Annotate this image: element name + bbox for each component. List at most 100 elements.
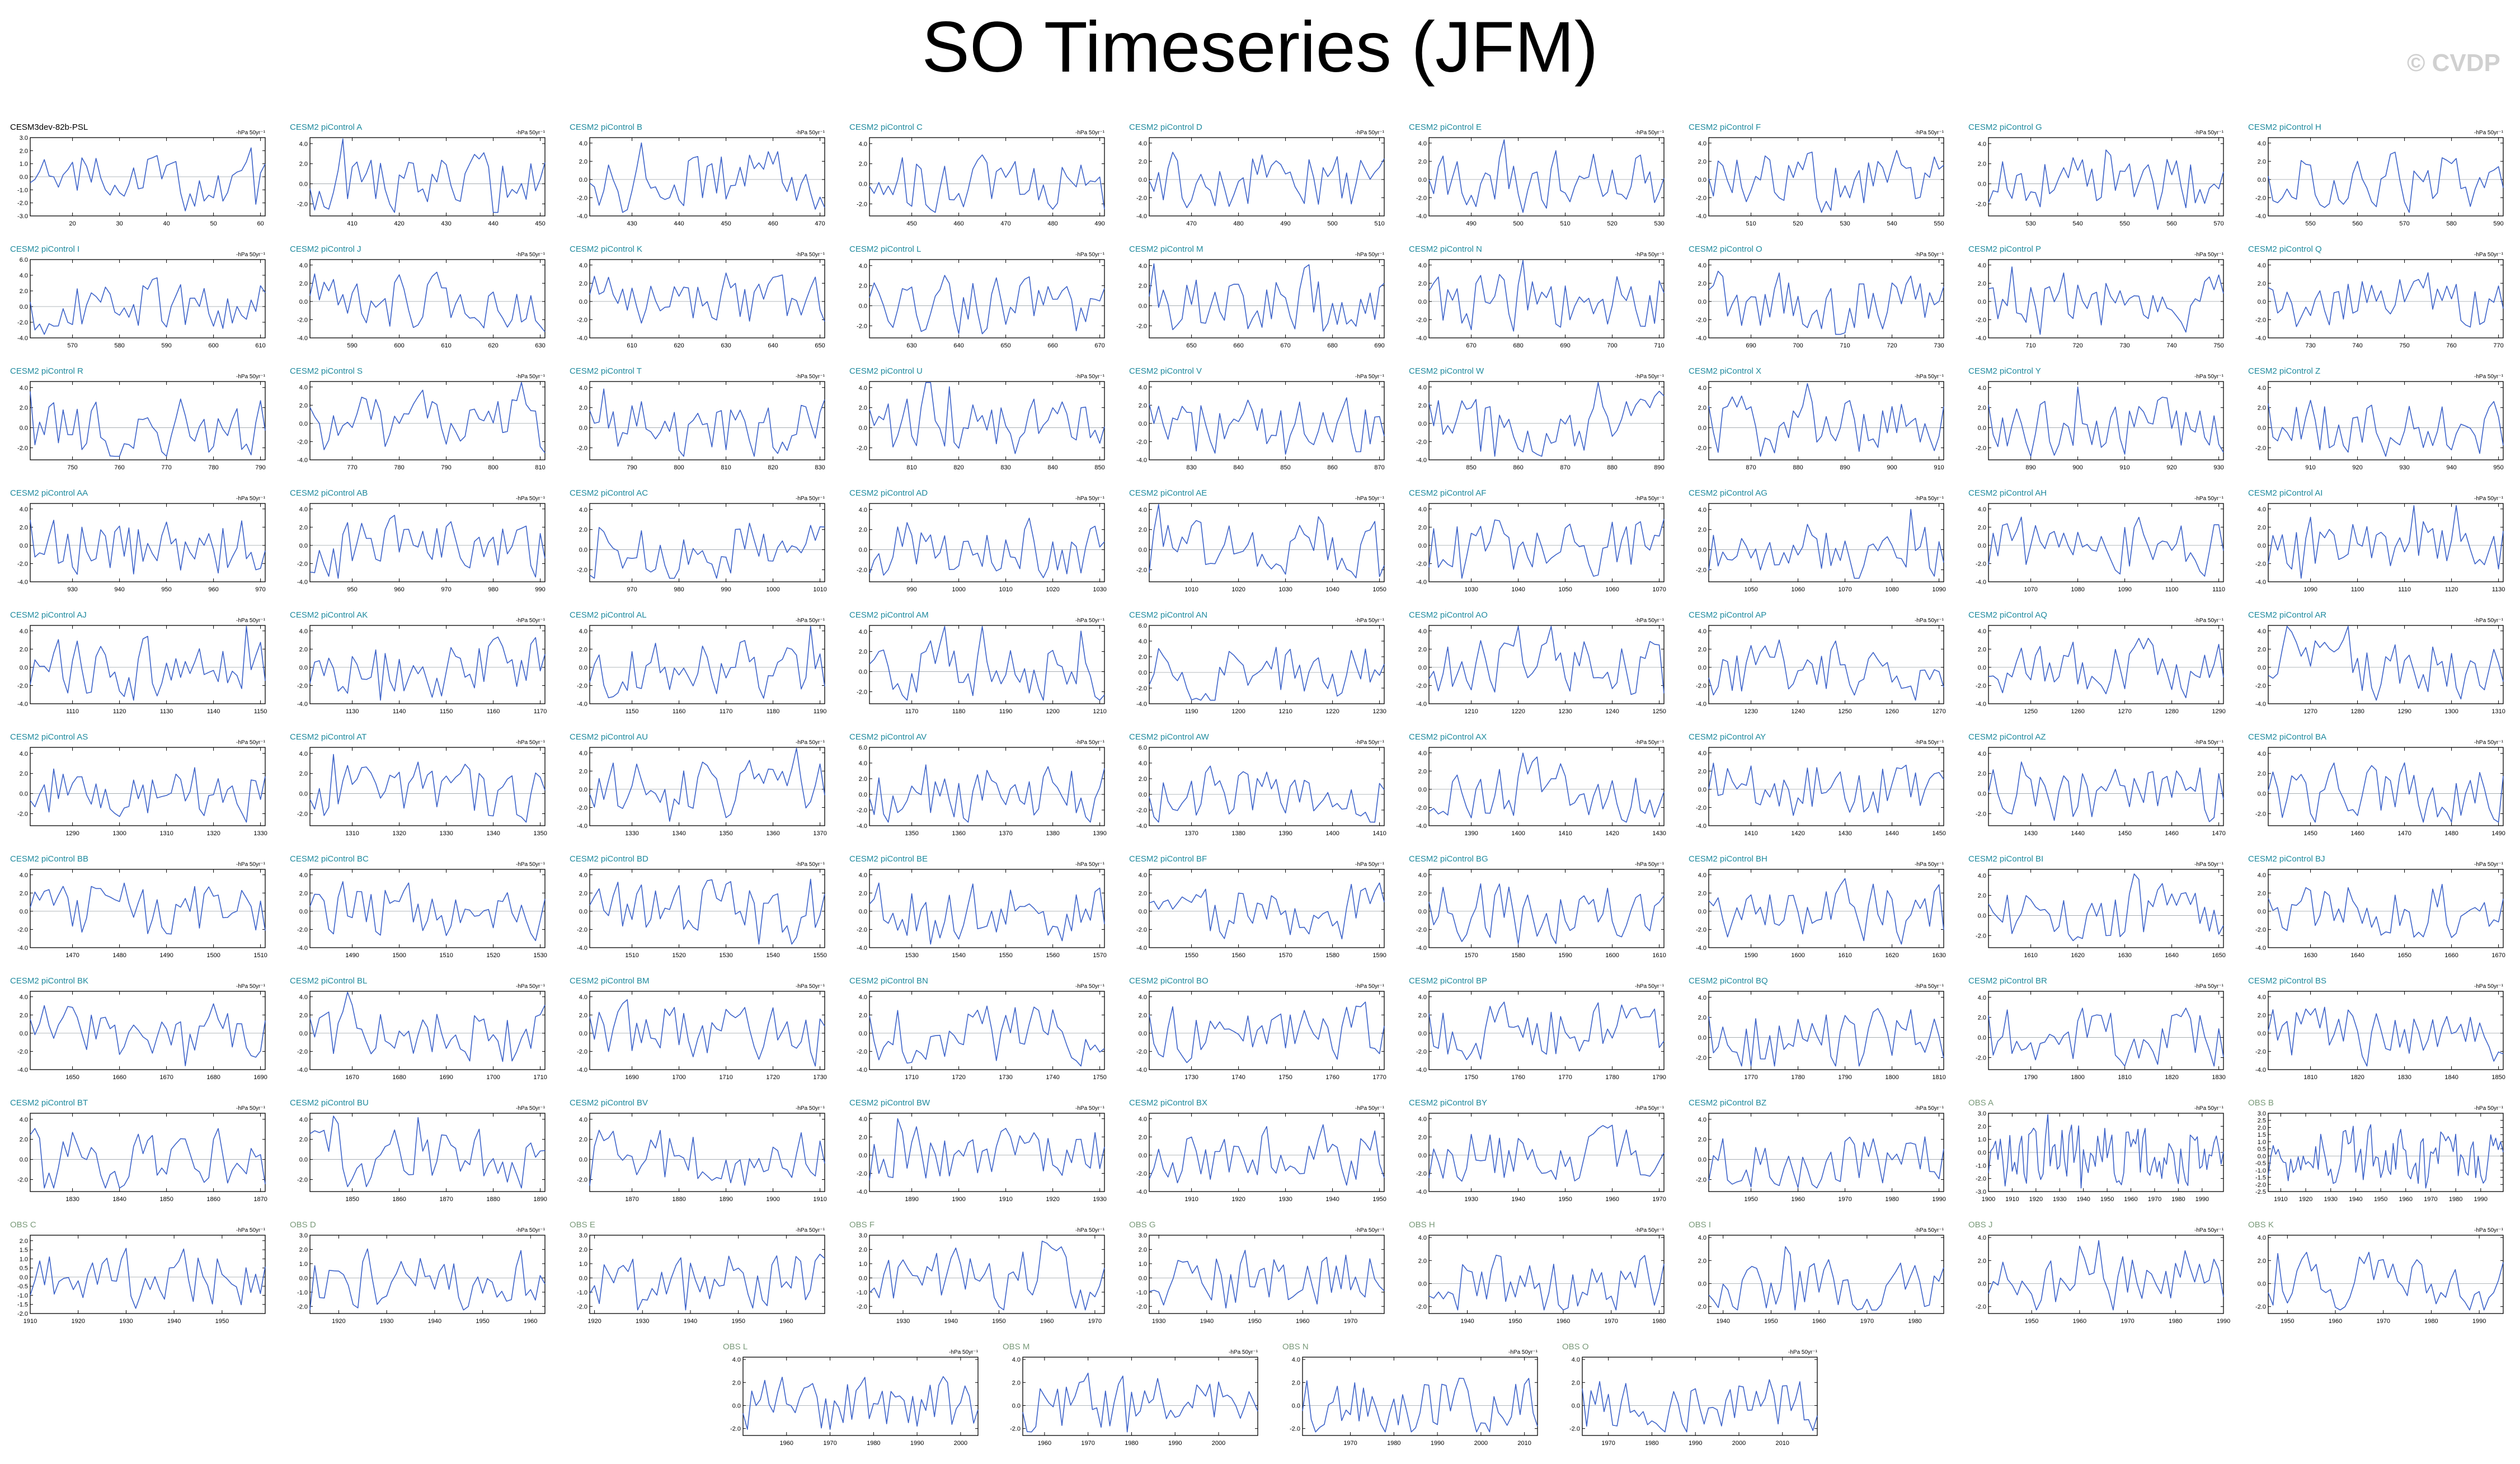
x-tick-label: 1960 xyxy=(1605,1196,1619,1203)
units-label: -hPa 50yr⁻¹ xyxy=(516,1105,546,1112)
y-tick-label: 2.0 xyxy=(1139,1246,1147,1253)
panel-label: CESM2 piControl AW xyxy=(1129,732,1210,742)
panel-label: CESM2 piControl AX xyxy=(1409,732,1487,742)
y-tick-label: 4.0 xyxy=(1418,1116,1427,1123)
series-line xyxy=(1708,762,1944,816)
x-tick-label: 1990 xyxy=(2472,1318,2486,1325)
x-tick-label: 1010 xyxy=(1184,586,1198,593)
x-tick-label: 1230 xyxy=(1744,708,1757,715)
y-tick-label: -4.0 xyxy=(2255,335,2266,342)
plot-frame xyxy=(30,747,266,826)
x-tick-label: 1940 xyxy=(1716,1318,1729,1325)
panel-label: CESM2 piControl Z xyxy=(2248,366,2320,376)
units-label: -hPa 50yr⁻¹ xyxy=(1355,130,1385,136)
timeseries-panel: OBS I -hPa 50yr⁻¹ -2.0 0.0 2.0 4.0 1940 1950 196… xyxy=(1689,1220,1944,1325)
x-tick-label: 770 xyxy=(161,464,171,471)
x-tick-label: 600 xyxy=(208,342,218,349)
plot-frame xyxy=(1988,503,2224,582)
y-tick-label: 4.0 xyxy=(859,507,867,514)
x-tick-label: 1580 xyxy=(1325,952,1339,959)
x-tick-label: 1770 xyxy=(1744,1074,1757,1081)
x-tick-label: 550 xyxy=(2305,220,2315,227)
x-tick-label: 1950 xyxy=(1248,1318,1261,1325)
x-tick-label: 1600 xyxy=(1791,952,1804,959)
x-tick-label: 1300 xyxy=(2444,708,2458,715)
x-tick-label: 1290 xyxy=(2212,708,2225,715)
timeseries-panel: OBS F -hPa 50yr⁻¹ -2.0 -1.0 0.0 1.0 2.0 3.0 1930… xyxy=(849,1220,1105,1325)
panel-label: CESM2 piControl AC xyxy=(570,488,648,498)
x-tick-label: 660 xyxy=(1047,342,1057,349)
x-tick-label: 1190 xyxy=(999,708,1013,715)
panel-label: CESM2 piControl AI xyxy=(2248,488,2322,498)
x-tick-label: 1950 xyxy=(731,1318,745,1325)
y-tick-label: -4.0 xyxy=(1136,823,1147,830)
panel-label: CESM2 piControl AO xyxy=(1409,610,1488,620)
x-tick-label: 1900 xyxy=(1982,1196,1995,1203)
y-tick-label: 2.0 xyxy=(1139,654,1147,661)
series-line xyxy=(309,1115,546,1189)
y-tick-label: 0.0 xyxy=(1698,908,1706,915)
x-tick-label: 1470 xyxy=(65,952,79,959)
y-tick-label: 4.0 xyxy=(579,140,587,147)
x-tick-label: 850 xyxy=(1280,464,1290,471)
timeseries-panel: CESM2 piControl BM -hPa 50yr⁻¹ -4.0 -2.0 0.0… xyxy=(570,976,827,1081)
y-tick-label: 2.0 xyxy=(1698,405,1706,412)
plot-frame xyxy=(30,991,266,1070)
x-tick-label: 580 xyxy=(114,342,124,349)
plot-frame xyxy=(1428,1113,1665,1192)
y-tick-label: 0.0 xyxy=(1978,425,1986,432)
y-tick-label: 2.0 xyxy=(299,524,308,531)
x-tick-label: 1360 xyxy=(952,830,965,837)
plot-frame xyxy=(1149,503,1385,582)
units-label: -hPa 50yr⁻¹ xyxy=(1075,862,1105,868)
y-tick-label: 2.0 xyxy=(579,158,587,165)
plot-frame xyxy=(1428,381,1665,460)
y-tick-label: -2.0 xyxy=(17,1048,28,1055)
x-tick-label: 1110 xyxy=(2398,586,2411,593)
panel-label: CESM2 piControl BR xyxy=(1968,976,2047,986)
y-tick-label: 2.0 xyxy=(1139,283,1147,290)
timeseries-panel: CESM2 piControl BF -hPa 50yr⁻¹ -4.0 -2.0 0.0… xyxy=(1129,854,1386,959)
units-label: -hPa 50yr⁻¹ xyxy=(2474,740,2504,746)
x-tick-label: 610 xyxy=(441,342,451,349)
y-tick-label: 0.0 xyxy=(579,1157,587,1164)
panel-label: OBS A xyxy=(1968,1098,1994,1108)
panel-label: CESM2 piControl AM xyxy=(849,610,929,620)
units-label: -hPa 50yr⁻¹ xyxy=(516,618,546,624)
y-tick-label: -2.0 xyxy=(1416,1170,1427,1177)
x-tick-label: 1910 xyxy=(1184,1196,1198,1203)
x-tick-label: 1740 xyxy=(1046,1074,1059,1081)
y-tick-label: -4.0 xyxy=(1696,213,1706,220)
x-tick-label: 550 xyxy=(2119,220,2129,227)
y-tick-label: 2.0 xyxy=(579,280,587,287)
timeseries-panel: OBS J -hPa 50yr⁻¹ -2.0 0.0 2.0 4.0 1950 1960 197… xyxy=(1968,1220,2230,1325)
x-tick-label: 1210 xyxy=(1464,708,1478,715)
y-tick-label: 0.0 xyxy=(299,791,308,798)
y-tick-label: -2.0 xyxy=(1976,445,1986,451)
x-tick-label: 700 xyxy=(1793,342,1803,349)
plot-frame xyxy=(309,503,546,582)
y-tick-label: 4.0 xyxy=(1139,263,1147,270)
x-tick-label: 990 xyxy=(906,586,916,593)
panel-label: CESM2 piControl W xyxy=(1409,366,1484,376)
y-tick-label: 0.0 xyxy=(579,177,587,183)
y-tick-label: 2.0 xyxy=(20,771,28,778)
timeseries-panel: OBS M -hPa 50yr⁻¹ -2.0 0.0 2.0 4.0 1960 1970 198… xyxy=(1003,1342,1258,1447)
timeseries-panel: OBS L -hPa 50yr⁻¹ -2.0 0.0 2.0 4.0 1960 1970 198… xyxy=(723,1342,979,1447)
y-tick-label: 4.0 xyxy=(1978,873,1986,879)
timeseries-panel: CESM2 piControl BB -hPa 50yr⁻¹ -4.0 -2.0 0.0… xyxy=(10,854,267,959)
units-label: -hPa 50yr⁻¹ xyxy=(1635,740,1665,746)
series-line xyxy=(30,1128,266,1189)
x-tick-label: 20 xyxy=(69,220,76,227)
x-tick-label: 920 xyxy=(2352,464,2362,471)
y-tick-label: 4.0 xyxy=(1698,1117,1706,1123)
plot-frame xyxy=(309,869,546,948)
y-tick-label: -4.0 xyxy=(1416,1189,1427,1195)
x-tick-label: 710 xyxy=(2025,342,2035,349)
x-tick-label: 720 xyxy=(1887,342,1897,349)
series-line xyxy=(1428,625,1665,695)
x-tick-label: 860 xyxy=(1327,464,1337,471)
series-line xyxy=(309,881,546,942)
x-tick-label: 1970 xyxy=(2376,1318,2390,1325)
y-tick-label: -2.0 xyxy=(857,807,867,814)
